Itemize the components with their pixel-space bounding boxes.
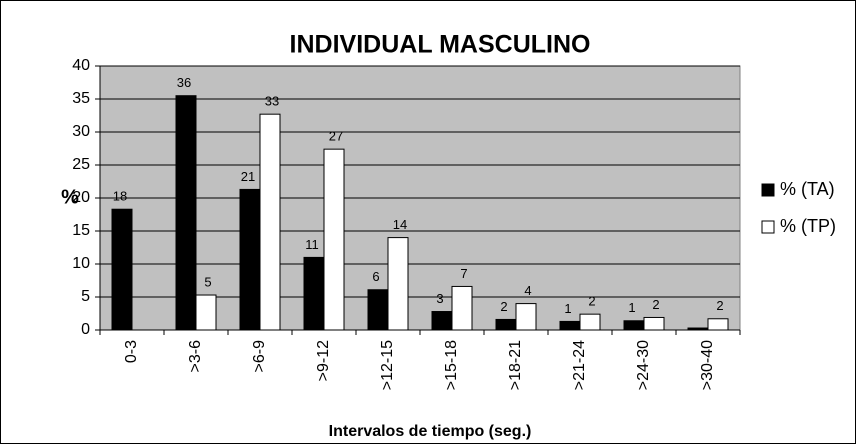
x-tick-label: >6-9 (251, 340, 268, 373)
value-label: 5 (204, 274, 211, 289)
y-tick-label: 10 (72, 255, 90, 272)
bar (239, 188, 261, 331)
bar (367, 289, 389, 331)
value-label: 6 (372, 269, 379, 284)
y-tick-label: 40 (72, 57, 90, 74)
bar (687, 327, 709, 331)
x-tick-label: >9-12 (315, 340, 332, 381)
value-label: 2 (652, 297, 659, 312)
value-label: 21 (241, 169, 255, 184)
x-tick-label: >18-21 (507, 340, 524, 390)
x-tick-label: >24-30 (635, 340, 652, 390)
value-label: 1 (628, 300, 635, 315)
y-tick-label: 20 (72, 189, 90, 206)
bar (431, 311, 453, 331)
bar (175, 95, 197, 331)
bar (643, 316, 665, 331)
legend-label: % (TA) (780, 179, 835, 199)
value-label: 7 (460, 266, 467, 281)
value-label: 27 (329, 129, 343, 144)
bar (579, 313, 601, 331)
value-label: 3 (436, 291, 443, 306)
x-tick-label: >12-15 (379, 340, 396, 390)
bar (495, 318, 517, 331)
value-label: 11 (305, 237, 319, 252)
value-label: 14 (393, 217, 407, 232)
y-tick-label: 15 (72, 222, 90, 239)
y-tick-label: 5 (81, 288, 90, 305)
x-tick-label: 0-3 (123, 340, 140, 363)
bar (623, 320, 645, 331)
legend-label: % (TP) (780, 216, 836, 236)
chart-title: INDIVIDUAL MASCULINO (290, 31, 591, 59)
y-tick-label: 30 (72, 123, 90, 140)
x-tick-label: >30-40 (699, 340, 716, 390)
value-label: 18 (113, 189, 127, 204)
bar (451, 285, 473, 331)
value-label: 2 (716, 298, 723, 313)
legend-swatch (761, 220, 775, 234)
bar (515, 303, 537, 331)
x-axis-label: Intervalos de tiempo (seg.) (329, 423, 532, 440)
y-tick-label: 35 (72, 90, 90, 107)
x-tick-label: >3-6 (187, 340, 204, 373)
y-tick-label: 0 (81, 321, 90, 338)
value-label: 1 (564, 301, 571, 316)
value-label: 4 (524, 283, 531, 298)
y-axis-label: % (61, 186, 79, 208)
value-label: 33 (265, 94, 279, 109)
bar (303, 256, 325, 331)
value-label: 2 (500, 299, 507, 314)
value-label: 2 (588, 294, 595, 309)
y-tick-label: 25 (72, 156, 90, 173)
bar (111, 208, 133, 331)
legend-swatch (761, 183, 775, 197)
x-tick-label: >21-24 (571, 340, 588, 390)
bar (195, 294, 217, 331)
bar (387, 237, 409, 331)
x-tick-label: >15-18 (443, 340, 460, 390)
value-label: 36 (177, 75, 191, 90)
bar (707, 318, 729, 331)
bar (559, 320, 581, 331)
bar (323, 148, 345, 331)
bar (259, 113, 281, 331)
